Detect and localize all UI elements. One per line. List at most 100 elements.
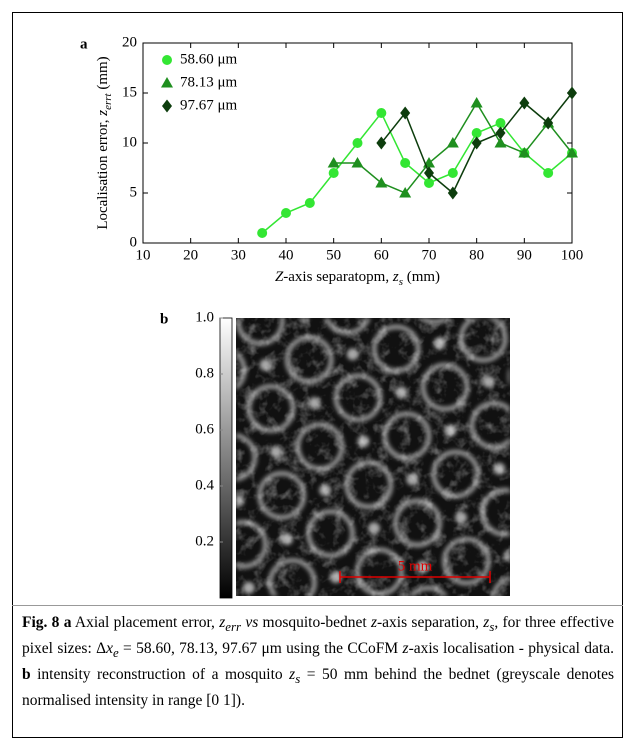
- label-part: (mm): [95, 56, 111, 93]
- scale-bar-label: 5 mm: [398, 558, 433, 574]
- x-tick-label: 100: [561, 247, 584, 263]
- colorbar: [219, 317, 233, 599]
- x-tick-label: 60: [374, 247, 389, 263]
- fig-label: Fig. 8: [22, 614, 60, 631]
- caption-text: intensity reconstruction of a mosquito: [30, 666, 290, 684]
- label-part: (mm): [403, 269, 440, 285]
- caption-text: mosquito-bednet: [258, 614, 371, 631]
- caption-text: -axis localisation - physical data.: [408, 640, 614, 658]
- point: [543, 168, 554, 178]
- point: [471, 128, 482, 138]
- point: [424, 166, 434, 180]
- caption-text: vs: [245, 614, 259, 631]
- y-tick-label: 15: [122, 84, 137, 100]
- series-line: [333, 101, 573, 194]
- point: [470, 97, 483, 108]
- point: [567, 86, 577, 100]
- point: [257, 228, 268, 238]
- y-tick-label: 5: [130, 184, 138, 200]
- symbol: x: [106, 640, 113, 658]
- panel-label: b: [160, 311, 168, 327]
- point: [351, 157, 364, 168]
- label-part: z: [392, 269, 399, 285]
- point: [566, 147, 578, 158]
- symbol: z: [219, 614, 226, 631]
- symbol: z: [289, 666, 296, 684]
- figure-frame: [12, 12, 623, 738]
- point: [400, 158, 411, 168]
- subscript: e: [112, 645, 119, 661]
- series-line: [261, 111, 573, 234]
- legend-label: 78.13 μm: [180, 74, 238, 90]
- x-tick-label: 40: [279, 247, 294, 263]
- legend-label: 97.67 μm: [180, 97, 238, 113]
- point: [376, 136, 387, 150]
- caption-text: Axial placement error,: [71, 614, 220, 631]
- point: [447, 186, 458, 200]
- caption: Fig. 8 a Axial placement error, zerr vs …: [22, 612, 614, 712]
- point: [304, 198, 315, 208]
- reconstruction-image: [236, 318, 510, 596]
- separator: [12, 605, 623, 606]
- point: [424, 178, 434, 188]
- x-tick-label: 50: [326, 247, 341, 263]
- point: [447, 168, 458, 178]
- x-tick-label: 10: [136, 247, 151, 263]
- x-tick-label: 90: [517, 247, 532, 263]
- subscript: s: [489, 619, 495, 635]
- symbol: z: [402, 640, 409, 658]
- label-part: s: [399, 276, 403, 288]
- x-tick-label: 70: [422, 247, 437, 263]
- point: [375, 177, 388, 188]
- x-tick-label: 20: [183, 247, 198, 263]
- colorbar-tick-label: 0.2: [195, 533, 214, 549]
- caption-text: = 50 mm behind the bednet (greyscale den…: [22, 666, 614, 710]
- point: [400, 106, 411, 120]
- point: [518, 147, 531, 158]
- colorbar-tick-label: 0.4: [195, 477, 214, 493]
- x-tick-label: 30: [231, 247, 246, 263]
- legend-marker: [162, 55, 172, 65]
- point: [327, 157, 340, 168]
- panel-ref: a: [63, 614, 72, 631]
- point: [494, 137, 507, 148]
- label-part: Z: [275, 269, 284, 285]
- point: [543, 116, 554, 130]
- caption-text: -axis separation,: [377, 614, 484, 631]
- label-part: z: [95, 110, 111, 117]
- y-tick-label: 0: [130, 234, 138, 250]
- point: [399, 187, 412, 198]
- panel-label: a: [80, 36, 88, 52]
- point: [495, 126, 506, 140]
- caption-text: , for three effective pixel sizes: Δ: [22, 614, 615, 658]
- symbol: z: [483, 614, 490, 631]
- figure: 10 20 30 40 50 60 70 80 90 100 0 5 10 15 20 a Z-axis sep…: [80, 34, 584, 599]
- legend-label: 58.60 μm: [180, 51, 238, 67]
- subscript: s: [295, 671, 301, 687]
- caption-text: = 58.60, 78.13, 97.67 μm using the CCoFM: [118, 640, 403, 658]
- y-tick-label: 10: [122, 134, 137, 150]
- legend-marker: [161, 77, 173, 88]
- point: [328, 168, 339, 178]
- point: [446, 137, 459, 148]
- label-part: -axis separatopm,: [283, 269, 393, 285]
- label-part: Localisation error,: [95, 116, 111, 230]
- point: [495, 118, 506, 128]
- colorbar-tick-label: 0.6: [195, 421, 214, 437]
- point: [471, 136, 482, 150]
- y-axis-label: Localisation error, zerrt (mm): [95, 56, 113, 229]
- symbol: z: [370, 614, 378, 631]
- point: [519, 96, 530, 110]
- point: [352, 138, 363, 148]
- y-tick-label: 20: [122, 34, 137, 50]
- panel-ref: b: [22, 666, 31, 684]
- colorbar-tick-label: 1.0: [195, 309, 214, 325]
- x-axis-label: Z-axis separatopm, zs (mm): [275, 269, 440, 287]
- legend-marker: [162, 99, 172, 113]
- subscript: err: [225, 619, 242, 635]
- label-part: errt: [102, 92, 114, 109]
- x-tick-label: 80: [469, 247, 484, 263]
- point: [376, 108, 387, 118]
- colorbar-tick-label: 0.8: [195, 365, 214, 381]
